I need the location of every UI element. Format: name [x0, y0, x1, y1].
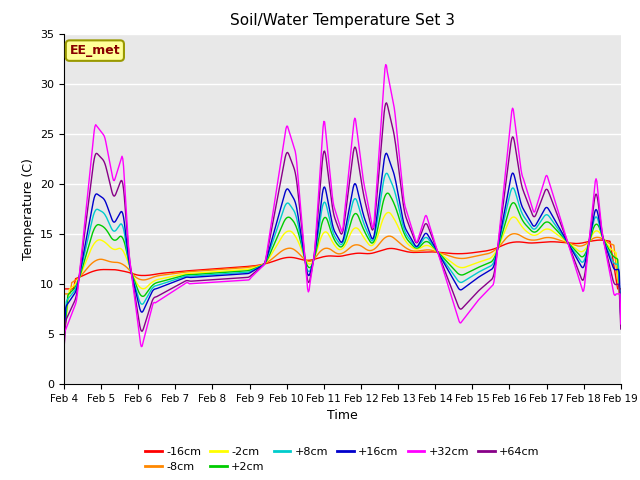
- +64cm: [182, 278, 190, 284]
- Line: +16cm: +16cm: [64, 153, 621, 340]
- +2cm: [389, 198, 397, 204]
- -2cm: [206, 269, 214, 275]
- Line: +2cm: +2cm: [64, 193, 621, 341]
- Title: Soil/Water Temperature Set 3: Soil/Water Temperature Set 3: [230, 13, 455, 28]
- +2cm: [444, 260, 451, 265]
- +8cm: [444, 263, 451, 269]
- -8cm: [334, 251, 342, 257]
- +32cm: [182, 280, 190, 286]
- +8cm: [617, 314, 625, 320]
- -8cm: [566, 241, 574, 247]
- Line: +32cm: +32cm: [64, 65, 621, 350]
- +64cm: [444, 275, 451, 281]
- -2cm: [60, 335, 68, 341]
- +64cm: [383, 100, 390, 106]
- -8cm: [60, 291, 68, 297]
- Line: -16cm: -16cm: [64, 240, 621, 289]
- -8cm: [510, 231, 518, 237]
- +16cm: [566, 245, 574, 251]
- +8cm: [182, 273, 190, 279]
- +64cm: [60, 347, 68, 352]
- -2cm: [389, 214, 397, 219]
- +64cm: [206, 277, 214, 283]
- +32cm: [617, 321, 625, 327]
- -8cm: [617, 291, 625, 297]
- -16cm: [334, 253, 342, 259]
- +16cm: [182, 275, 190, 280]
- +32cm: [382, 62, 390, 68]
- -16cm: [60, 286, 68, 292]
- -16cm: [388, 246, 396, 252]
- -2cm: [444, 256, 451, 262]
- Legend: -16cm, -8cm, -2cm, +2cm, +8cm, +16cm, +32cm, +64cm: -16cm, -8cm, -2cm, +2cm, +8cm, +16cm, +3…: [141, 442, 544, 477]
- +64cm: [389, 125, 397, 131]
- Line: +8cm: +8cm: [64, 173, 621, 338]
- Text: EE_met: EE_met: [70, 44, 120, 57]
- +16cm: [617, 316, 625, 322]
- Y-axis label: Temperature (C): Temperature (C): [22, 158, 35, 260]
- +2cm: [206, 271, 214, 276]
- Line: -8cm: -8cm: [64, 234, 621, 294]
- +16cm: [444, 266, 451, 272]
- +16cm: [206, 273, 214, 279]
- +8cm: [334, 238, 342, 244]
- +8cm: [383, 170, 390, 176]
- +16cm: [60, 337, 68, 343]
- +8cm: [60, 336, 68, 341]
- -16cm: [596, 237, 604, 243]
- +2cm: [566, 242, 574, 248]
- -2cm: [566, 242, 574, 248]
- +2cm: [182, 272, 190, 278]
- +32cm: [60, 347, 68, 353]
- -2cm: [182, 271, 190, 276]
- -2cm: [385, 210, 393, 216]
- +16cm: [383, 150, 390, 156]
- -16cm: [443, 250, 451, 256]
- +32cm: [566, 249, 574, 254]
- -16cm: [182, 268, 190, 274]
- +16cm: [389, 167, 397, 173]
- -8cm: [182, 269, 190, 275]
- -16cm: [617, 286, 625, 292]
- -8cm: [206, 267, 214, 273]
- -8cm: [443, 252, 451, 258]
- -16cm: [206, 266, 214, 272]
- +8cm: [566, 244, 574, 250]
- +2cm: [384, 190, 392, 196]
- -16cm: [566, 240, 573, 246]
- +64cm: [617, 326, 625, 332]
- -8cm: [388, 234, 396, 240]
- +16cm: [334, 234, 342, 240]
- +32cm: [389, 97, 397, 103]
- Line: +64cm: +64cm: [64, 103, 621, 349]
- +8cm: [206, 272, 214, 277]
- X-axis label: Time: Time: [327, 409, 358, 422]
- +8cm: [389, 182, 397, 188]
- +64cm: [334, 223, 342, 229]
- +2cm: [334, 242, 342, 248]
- +2cm: [617, 307, 625, 312]
- Line: -2cm: -2cm: [64, 213, 621, 338]
- -2cm: [617, 307, 625, 312]
- +64cm: [566, 247, 574, 252]
- +2cm: [60, 338, 68, 344]
- +32cm: [334, 216, 342, 222]
- +32cm: [444, 281, 451, 287]
- +32cm: [206, 279, 214, 285]
- -2cm: [334, 246, 342, 252]
